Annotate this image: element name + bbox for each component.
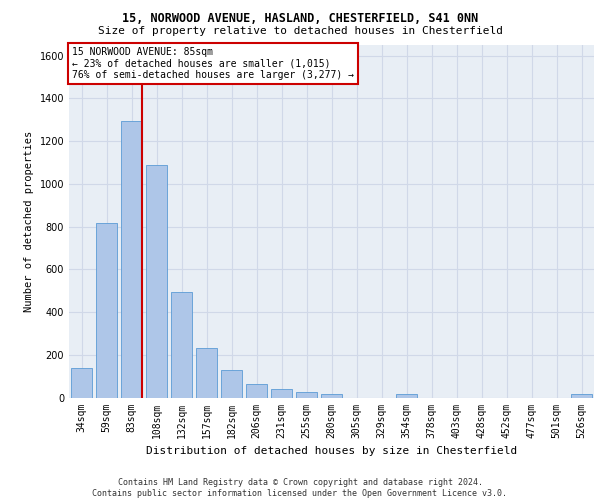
Text: Size of property relative to detached houses in Chesterfield: Size of property relative to detached ho… [97, 26, 503, 36]
Bar [121, 121, 142, 398]
Bar [96, 224, 117, 398]
Bar [571, 394, 592, 398]
Bar [296, 392, 317, 398]
Bar [146, 164, 167, 398]
Bar [321, 394, 342, 398]
Bar [171, 292, 192, 398]
Text: 15 NORWOOD AVENUE: 85sqm
← 23% of detached houses are smaller (1,015)
76% of sem: 15 NORWOOD AVENUE: 85sqm ← 23% of detach… [71, 47, 353, 80]
Bar [246, 384, 267, 398]
Bar [221, 370, 242, 398]
Bar [71, 368, 92, 398]
Bar [396, 394, 417, 398]
Bar [271, 390, 292, 398]
Text: 15, NORWOOD AVENUE, HASLAND, CHESTERFIELD, S41 0NN: 15, NORWOOD AVENUE, HASLAND, CHESTERFIEL… [122, 12, 478, 26]
Y-axis label: Number of detached properties: Number of detached properties [24, 130, 34, 312]
Text: Contains HM Land Registry data © Crown copyright and database right 2024.
Contai: Contains HM Land Registry data © Crown c… [92, 478, 508, 498]
Bar [196, 348, 217, 398]
X-axis label: Distribution of detached houses by size in Chesterfield: Distribution of detached houses by size … [146, 446, 517, 456]
